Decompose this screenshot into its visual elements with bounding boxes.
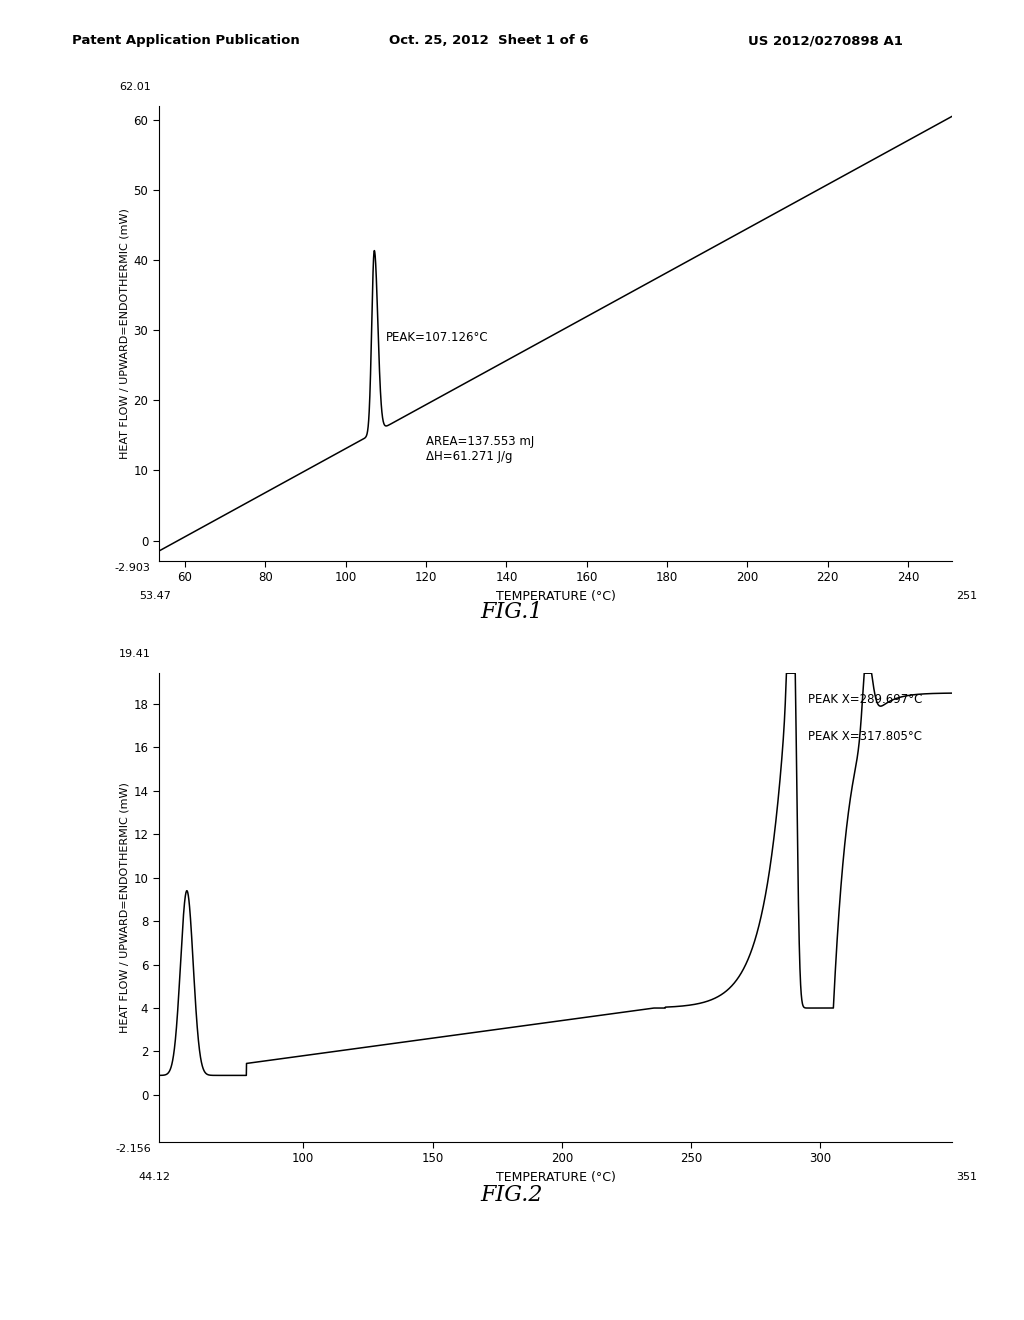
Text: -2.156: -2.156 bbox=[115, 1144, 151, 1154]
Text: PEAK X=289.697°C: PEAK X=289.697°C bbox=[808, 693, 922, 706]
Text: 19.41: 19.41 bbox=[119, 649, 151, 659]
Text: 351: 351 bbox=[956, 1172, 977, 1183]
Text: FIG.2: FIG.2 bbox=[480, 1184, 544, 1206]
Text: 44.12: 44.12 bbox=[139, 1172, 171, 1183]
Text: 251: 251 bbox=[956, 590, 978, 601]
Text: US 2012/0270898 A1: US 2012/0270898 A1 bbox=[748, 34, 902, 48]
Text: Oct. 25, 2012  Sheet 1 of 6: Oct. 25, 2012 Sheet 1 of 6 bbox=[389, 34, 589, 48]
Text: 53.47: 53.47 bbox=[139, 590, 171, 601]
Text: PEAK X=317.805°C: PEAK X=317.805°C bbox=[808, 730, 922, 743]
Text: PEAK=107.126°C: PEAK=107.126°C bbox=[386, 331, 488, 345]
X-axis label: TEMPERATURE (°C): TEMPERATURE (°C) bbox=[496, 1171, 615, 1184]
Text: 62.01: 62.01 bbox=[119, 82, 151, 92]
Y-axis label: HEAT FLOW / UPWARD=ENDOTHERMIC (mW): HEAT FLOW / UPWARD=ENDOTHERMIC (mW) bbox=[119, 781, 129, 1034]
Y-axis label: HEAT FLOW / UPWARD=ENDOTHERMIC (mW): HEAT FLOW / UPWARD=ENDOTHERMIC (mW) bbox=[119, 207, 129, 459]
Text: AREA=137.553 mJ
ΔH=61.271 J/g: AREA=137.553 mJ ΔH=61.271 J/g bbox=[426, 436, 535, 463]
Text: FIG.1: FIG.1 bbox=[480, 601, 544, 623]
Text: Patent Application Publication: Patent Application Publication bbox=[72, 34, 299, 48]
Text: -2.903: -2.903 bbox=[115, 564, 151, 573]
X-axis label: TEMPERATURE (°C): TEMPERATURE (°C) bbox=[496, 590, 615, 603]
